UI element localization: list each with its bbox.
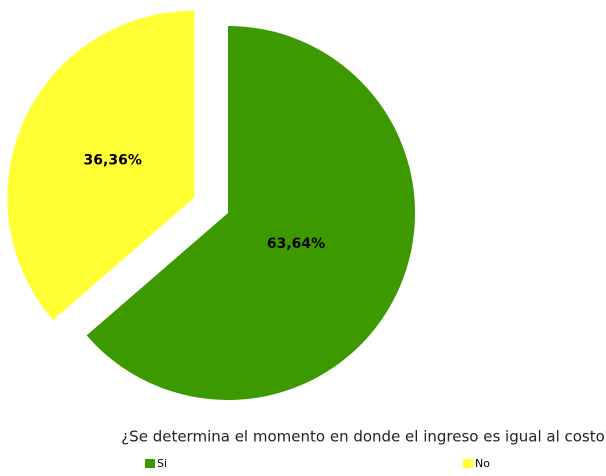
legend-label: Si (157, 457, 167, 470)
slice-label: 36,36% (84, 152, 142, 168)
legend-swatch (463, 459, 473, 468)
legend-swatch (145, 459, 155, 468)
legend-label: No (475, 457, 490, 470)
slice-label: 63,64% (267, 236, 325, 252)
pie-slice (86, 26, 415, 400)
pie-slice (7, 10, 195, 321)
chart-title: ¿Se determina el momento en donde el ing… (121, 428, 606, 446)
